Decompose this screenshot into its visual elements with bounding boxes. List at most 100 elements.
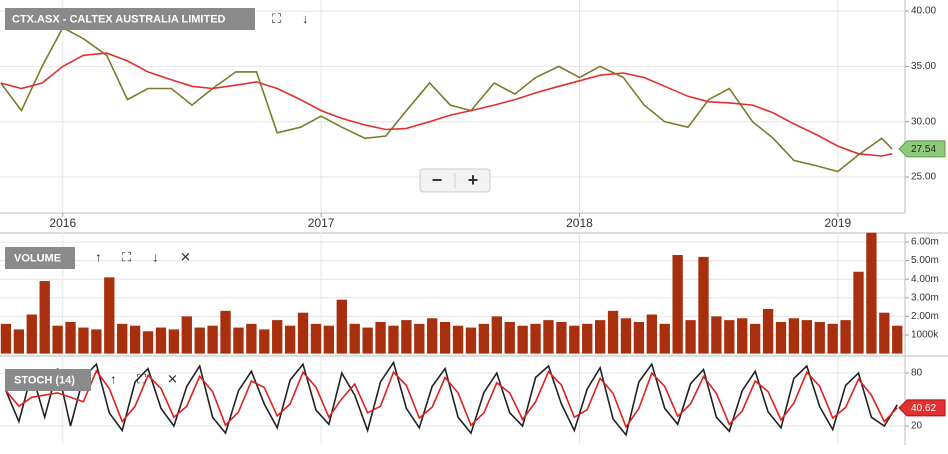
bar	[711, 316, 722, 354]
bar	[194, 327, 205, 354]
series-line	[5, 360, 898, 437]
bar	[181, 316, 192, 354]
bar	[155, 327, 167, 354]
y-tick-label: 35.00	[911, 61, 936, 72]
move-up-icon[interactable]: ↑	[95, 249, 102, 264]
bar	[233, 327, 244, 354]
bar	[633, 321, 645, 354]
y-tick-label: 80	[911, 368, 923, 379]
bar	[91, 329, 102, 354]
bar	[879, 312, 890, 354]
bar	[129, 325, 141, 354]
bar	[439, 321, 451, 354]
chart-title: CTX.ASX - CALTEX AUSTRALIA LIMITED	[12, 13, 226, 25]
zoom-out-button[interactable]: −	[432, 170, 443, 190]
bar	[840, 320, 851, 354]
bar	[375, 321, 386, 354]
title-box	[5, 247, 75, 269]
bar	[104, 277, 115, 354]
bar	[892, 325, 903, 354]
bar	[607, 310, 619, 354]
bar	[207, 325, 218, 354]
bar	[220, 310, 231, 354]
close-icon[interactable]: ✕	[180, 249, 191, 264]
move-down-icon[interactable]: ↓	[152, 249, 159, 264]
y-tick-label: 6.00m	[911, 237, 939, 248]
bar	[698, 256, 709, 354]
y-tick-label: 40.00	[911, 6, 936, 17]
bar	[724, 320, 735, 354]
x-tick-label: 2016	[49, 216, 76, 230]
bar	[52, 325, 63, 354]
last-value-label: 27.54	[911, 144, 936, 155]
bar	[349, 323, 360, 354]
series-line	[0, 26, 893, 173]
title-box	[5, 369, 91, 391]
y-tick-label: 5.00m	[911, 255, 939, 266]
y-tick-label: 25.00	[911, 172, 936, 183]
y-tick-label: 1000k	[911, 330, 939, 341]
last-value-box	[898, 140, 946, 158]
bar	[0, 323, 12, 354]
bar	[259, 329, 270, 354]
expand-icon[interactable]: ⛶	[271, 11, 282, 26]
bar	[297, 312, 309, 354]
y-tick-label: 2.00m	[911, 311, 939, 322]
bar	[762, 308, 774, 354]
panel-title: VOLUME	[14, 252, 61, 264]
series-line	[5, 369, 898, 429]
title-box	[5, 8, 255, 30]
bar	[13, 329, 25, 354]
x-tick-label: 2017	[308, 216, 335, 230]
bar	[685, 320, 696, 354]
bar	[556, 321, 567, 354]
bar	[336, 299, 347, 354]
expand-icon[interactable]: ⛶	[121, 249, 132, 264]
bar	[414, 323, 425, 354]
bar	[853, 271, 864, 354]
bar	[78, 327, 89, 354]
bar	[672, 255, 683, 354]
bar	[827, 323, 838, 354]
bar	[465, 327, 477, 354]
panel-title: STOCH (14)	[14, 374, 75, 386]
bar	[646, 314, 657, 354]
move-up-icon[interactable]: ↑	[110, 371, 117, 386]
bar	[246, 323, 257, 354]
bar	[117, 323, 128, 354]
zoom-in-button[interactable]: +	[468, 170, 479, 190]
y-tick-label: 3.00m	[911, 292, 939, 303]
bar	[749, 323, 761, 354]
download-icon[interactable]: ↓	[302, 11, 309, 26]
bar	[427, 318, 438, 354]
bar	[504, 321, 515, 354]
bar	[362, 327, 373, 354]
bar	[659, 323, 670, 354]
close-icon[interactable]: ✕	[167, 371, 178, 386]
last-value-label: 40.62	[911, 403, 936, 414]
x-tick-label: 2018	[566, 216, 593, 230]
bar	[478, 323, 490, 354]
bar	[168, 329, 180, 354]
bar	[452, 325, 464, 354]
bar	[517, 325, 528, 354]
y-tick-label: 4.00m	[911, 274, 939, 285]
bar	[582, 323, 593, 354]
bar	[530, 323, 541, 354]
bar	[594, 320, 606, 354]
bar	[866, 232, 877, 354]
last-value-box	[898, 399, 946, 417]
bar	[310, 323, 322, 354]
x-tick-label: 2019	[824, 216, 851, 230]
bar	[142, 331, 154, 354]
bar	[569, 325, 580, 354]
bar	[388, 325, 399, 354]
bar	[65, 321, 76, 354]
bar	[401, 320, 412, 354]
bar	[801, 320, 812, 354]
series-line	[0, 52, 893, 157]
expand-icon[interactable]: ⛶	[136, 371, 147, 386]
y-tick-label: 20	[911, 421, 923, 432]
bar	[26, 314, 37, 354]
